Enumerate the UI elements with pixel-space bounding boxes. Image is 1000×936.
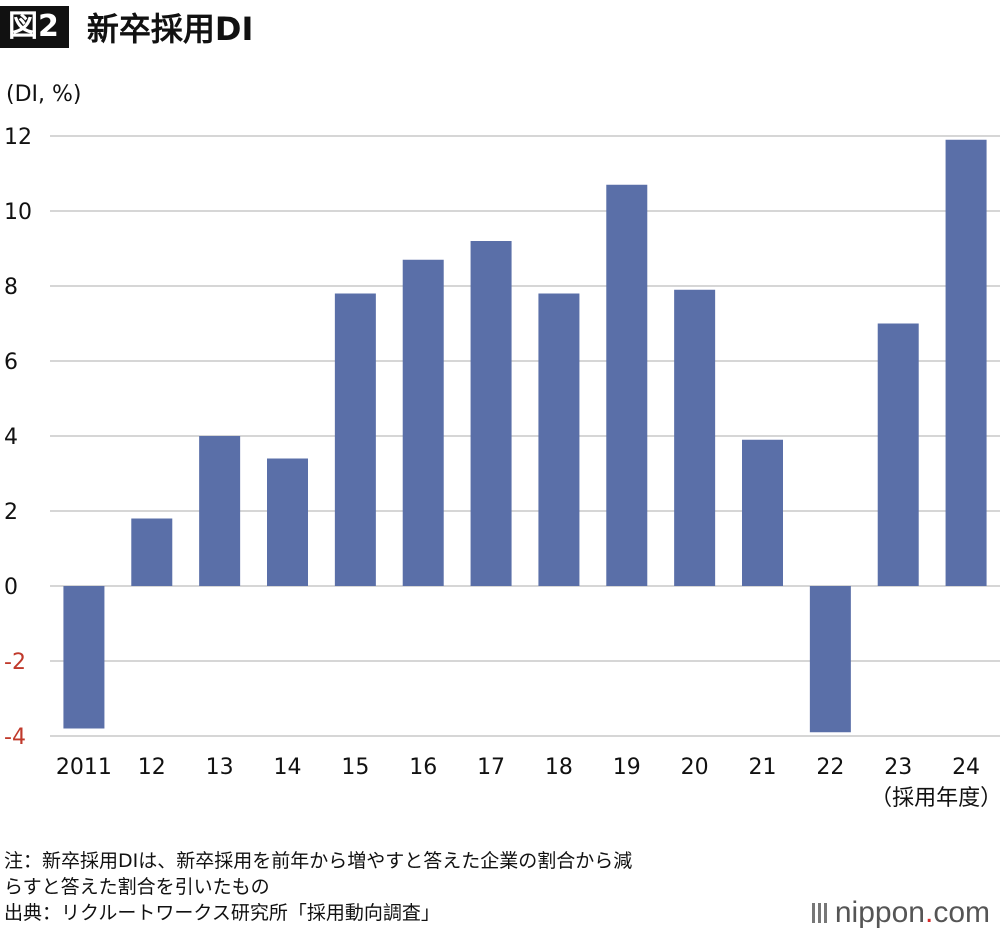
y-axis-unit-label: (DI, %) (6, 82, 82, 107)
y-tick-label: 12 (4, 125, 32, 150)
note-line-2: らすと答えた割合を引いたもの (4, 876, 270, 898)
x-tick-label: 19 (613, 755, 641, 780)
bar-14 (267, 458, 308, 586)
bar-12 (131, 518, 173, 586)
bar-22 (809, 586, 851, 733)
logo-bars-icon (811, 903, 827, 923)
bar-2011 (63, 586, 105, 729)
x-axis-unit-label: （採用年度） (870, 786, 1000, 811)
x-tick-label: 2011 (56, 755, 112, 780)
logo-dot: . (924, 896, 934, 929)
title-row: 図2 新卒採用DI (0, 4, 253, 50)
x-tick-label: 20 (681, 755, 709, 780)
bar-20 (674, 289, 716, 586)
bar-19 (606, 184, 648, 586)
y-tick-label: -2 (4, 650, 26, 675)
y-tick-label: 10 (4, 200, 32, 225)
y-tick-label: 0 (4, 575, 18, 600)
logo-name: nippon (834, 896, 925, 929)
x-tick-label: 23 (884, 755, 912, 780)
bar-21 (742, 439, 783, 586)
figure-badge: 図2 (0, 6, 69, 48)
x-tick-label: 22 (816, 755, 844, 780)
x-tick-label: 18 (545, 755, 573, 780)
bar-13 (199, 436, 241, 586)
source-line: 出典：リクルートワークス研究所「採用動向調査」 (4, 902, 440, 924)
x-tick-label: 12 (138, 755, 166, 780)
bar-24 (945, 139, 987, 586)
chart-title: 新卒採用DI (86, 10, 254, 48)
y-tick-label: 2 (4, 500, 18, 525)
x-tick-label: 24 (952, 755, 980, 780)
bar-17 (470, 241, 512, 586)
bar-16 (402, 259, 444, 586)
y-tick-label: 4 (4, 425, 18, 450)
bar-18 (538, 293, 580, 586)
x-tick-label: 17 (477, 755, 505, 780)
note-line-1: 注：新卒採用DIは、新卒採用を前年から増やすと答えた企業の割合から減 (4, 850, 633, 872)
bar-23 (877, 323, 919, 586)
nippon-logo: nippon. com (811, 896, 990, 930)
y-tick-label: 8 (4, 275, 18, 300)
y-tick-label: 6 (4, 350, 18, 375)
x-tick-label: 15 (341, 755, 369, 780)
x-tick-label: 21 (749, 755, 777, 780)
logo-suffix: com (933, 896, 990, 929)
chart-notes: 注：新卒採用DIは、新卒採用を前年から増やすと答えた企業の割合から減 らすと答え… (4, 848, 764, 926)
x-tick-label: 13 (206, 755, 234, 780)
x-tick-label: 16 (409, 755, 437, 780)
x-tick-label: 14 (274, 755, 302, 780)
bar-15 (334, 293, 376, 586)
y-tick-label: -4 (4, 725, 26, 750)
